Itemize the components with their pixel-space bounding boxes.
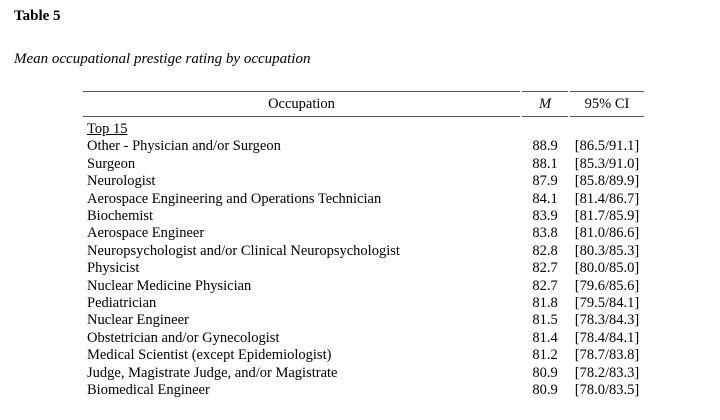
- ci-cell: [78.2/83.3]: [574, 364, 640, 381]
- column-header-ci: 95% CI: [570, 91, 644, 117]
- mean-cell: 82.7: [532, 277, 558, 294]
- section-row: Top 15: [83, 117, 644, 138]
- table-row: Medical Scientist (except Epidemiologist…: [83, 347, 644, 364]
- ci-cell: [85.8/89.9]: [574, 173, 640, 190]
- table-label: Table 5: [14, 8, 61, 24]
- table-row: Biomedical Engineer 80.9 [78.0/83.5]: [83, 382, 644, 399]
- table-caption: Mean occupational prestige rating by occ…: [14, 51, 311, 67]
- mean-cell: 81.4: [532, 329, 558, 346]
- table-row: Aerospace Engineering and Operations Tec…: [83, 191, 644, 208]
- ci-cell: [85.3/91.0]: [574, 155, 640, 172]
- mean-cell: 87.9: [532, 173, 558, 190]
- occupation-cell: Judge, Magistrate Judge, and/or Magistra…: [87, 364, 338, 381]
- mean-cell: 82.8: [532, 242, 558, 259]
- prestige-table: Occupation M 95% CI Top 15 Other - Physi…: [81, 91, 646, 400]
- table-row: Neuropsychologist and/or Clinical Neurop…: [83, 243, 644, 260]
- ci-cell: [80.0/85.0]: [574, 260, 640, 277]
- occupation-cell: Obstetrician and/or Gynecologist: [87, 329, 280, 346]
- column-header-mean: M: [522, 91, 568, 117]
- table-row: Biochemist 83.9 [81.7/85.9]: [83, 208, 644, 225]
- occupation-cell: Biomedical Engineer: [87, 382, 210, 399]
- occupation-cell: Biochemist: [87, 208, 154, 225]
- mean-cell: 81.8: [532, 295, 558, 312]
- table-row: Aerospace Engineer 83.8 [81.0/86.6]: [83, 225, 644, 242]
- ci-cell: [81.0/86.6]: [574, 225, 640, 242]
- section-label: Top 15: [87, 121, 128, 137]
- mean-cell: 84.1: [532, 190, 558, 207]
- section-label-cell: Top 15: [83, 117, 520, 138]
- occupation-cell: Neuropsychologist and/or Clinical Neurop…: [87, 242, 400, 259]
- occupation-cell: Aerospace Engineer: [87, 225, 205, 242]
- table-row: Obstetrician and/or Gynecologist 81.4 [7…: [83, 330, 644, 347]
- ci-cell: [86.5/91.1]: [574, 138, 640, 155]
- table-row: Other - Physician and/or Surgeon 88.9 [8…: [83, 138, 644, 155]
- occupation-cell: Aerospace Engineering and Operations Tec…: [87, 190, 382, 207]
- table-row: Neurologist 87.9 [85.8/89.9]: [83, 173, 644, 190]
- table-row: Judge, Magistrate Judge, and/or Magistra…: [83, 365, 644, 382]
- occupation-cell: Other - Physician and/or Surgeon: [87, 138, 281, 155]
- ci-cell: [80.3/85.3]: [574, 242, 640, 259]
- table-row: Nuclear Medicine Physician 82.7 [79.6/85…: [83, 278, 644, 295]
- ci-cell: [78.3/84.3]: [574, 312, 640, 329]
- mean-cell: 83.8: [532, 225, 558, 242]
- mean-cell: 88.9: [532, 138, 558, 155]
- mean-cell: [522, 117, 568, 138]
- header-row: Occupation M 95% CI: [83, 91, 644, 117]
- occupation-cell: Pediatrician: [87, 295, 157, 312]
- table-row: Nuclear Engineer 81.5 [78.3/84.3]: [83, 312, 644, 329]
- mean-cell: 80.9: [532, 382, 558, 399]
- occupation-cell: Surgeon: [87, 155, 136, 172]
- occupation-cell: Medical Scientist (except Epidemiologist…: [87, 347, 332, 364]
- mean-cell: 81.2: [532, 347, 558, 364]
- mean-cell: 82.7: [532, 260, 558, 277]
- table-row: Pediatrician 81.8 [79.5/84.1]: [83, 295, 644, 312]
- ci-cell: [81.7/85.9]: [574, 208, 640, 225]
- table-row: Surgeon 88.1 [85.3/91.0]: [83, 156, 644, 173]
- ci-cell: [79.6/85.6]: [574, 277, 640, 294]
- ci-cell: [78.4/84.1]: [574, 329, 640, 346]
- mean-cell: 80.9: [532, 364, 558, 381]
- occupation-cell: Nuclear Engineer: [87, 312, 189, 329]
- mean-cell: 81.5: [532, 312, 558, 329]
- table-row: Physicist 82.7 [80.0/85.0]: [83, 260, 644, 277]
- occupation-cell: Physicist: [87, 260, 140, 277]
- mean-cell: 88.1: [532, 155, 558, 172]
- occupation-cell: Neurologist: [87, 173, 156, 190]
- ci-cell: [78.7/83.8]: [574, 347, 640, 364]
- column-header-occupation: Occupation: [83, 91, 520, 117]
- ci-cell: [78.0/83.5]: [574, 382, 640, 399]
- ci-cell: [79.5/84.1]: [574, 295, 640, 312]
- ci-cell: [81.4/86.7]: [574, 190, 640, 207]
- mean-cell: 83.9: [532, 208, 558, 225]
- ci-cell: [570, 117, 644, 138]
- occupation-cell: Nuclear Medicine Physician: [87, 277, 252, 294]
